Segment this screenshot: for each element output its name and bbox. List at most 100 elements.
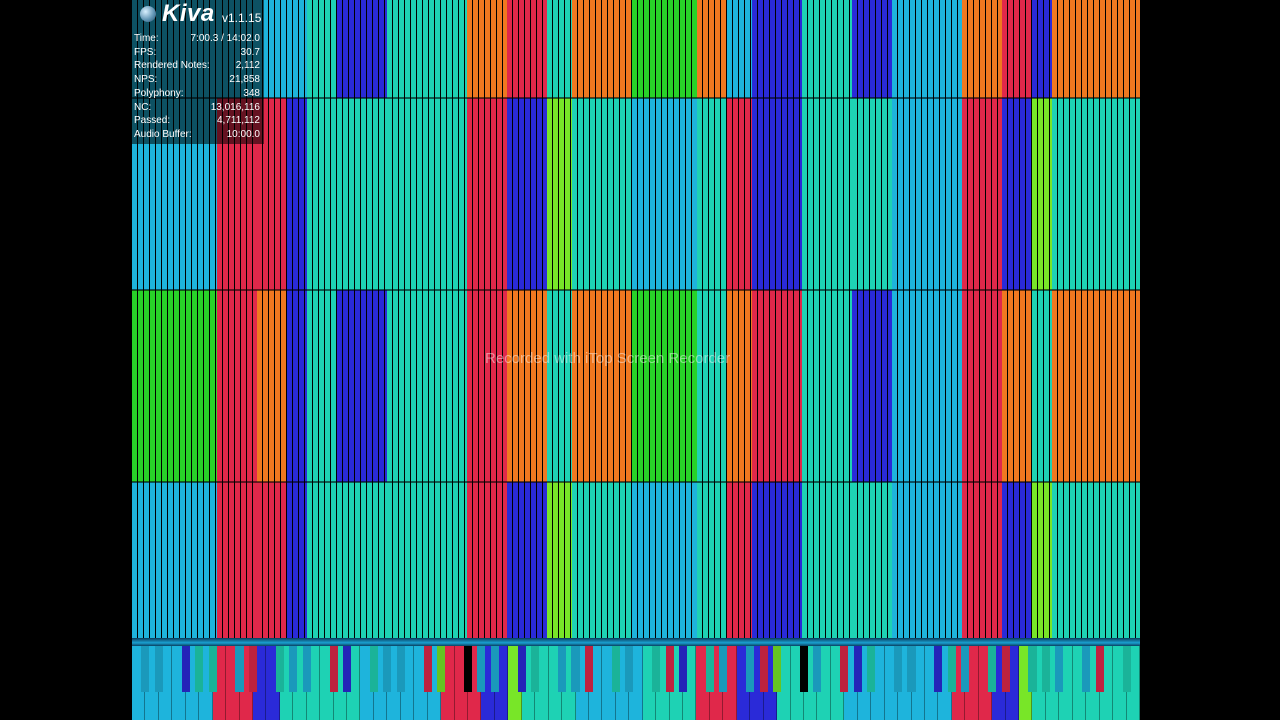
piano-black-key <box>437 646 446 692</box>
measure-line <box>132 289 1140 291</box>
app-name: Kiva <box>162 0 215 27</box>
note-block <box>507 482 547 640</box>
piano-black-key <box>396 646 405 692</box>
note-block <box>632 290 697 482</box>
note-block <box>1032 482 1052 640</box>
piano-black-key <box>652 646 661 692</box>
note-block <box>387 0 467 98</box>
note-block <box>632 98 697 290</box>
piano-black-key <box>759 646 768 692</box>
piano-black-key <box>584 646 593 692</box>
note-block <box>802 290 852 482</box>
note-block <box>387 482 467 640</box>
stat-label: Audio Buffer: <box>134 128 192 140</box>
note-block <box>307 98 337 290</box>
note-block <box>337 290 387 482</box>
note-block <box>697 482 727 640</box>
note-block <box>1002 482 1032 640</box>
piano-black-key <box>289 646 298 692</box>
piano-black-key <box>275 646 284 692</box>
note-block <box>257 290 287 482</box>
note-block <box>727 482 752 640</box>
note-block <box>752 290 802 482</box>
note-block <box>632 482 697 640</box>
piano-black-key <box>383 646 392 692</box>
note-column <box>547 0 572 640</box>
stat-row: Polyphony: 348 <box>134 87 260 101</box>
stat-row: Audio Buffer: 10:00.0 <box>134 128 260 142</box>
piano-black-key <box>477 646 486 692</box>
piano-keyboard <box>132 646 1140 720</box>
measure-line <box>132 481 1140 483</box>
note-block <box>287 482 307 640</box>
stat-label: Rendered Notes: <box>134 60 210 72</box>
note-block <box>697 290 727 482</box>
piano-black-key <box>154 646 163 692</box>
note-block <box>307 290 337 482</box>
piano-black-key <box>934 646 943 692</box>
piano-black-key <box>705 646 714 692</box>
piano-black-key <box>235 646 244 692</box>
piano-black-key <box>423 646 432 692</box>
note-block <box>852 0 892 98</box>
note-block <box>892 98 962 290</box>
stat-row: NPS: 21,858 <box>134 73 260 87</box>
piano-black-key <box>853 646 862 692</box>
piano-black-key <box>840 646 849 692</box>
piano-black-key <box>369 646 378 692</box>
note-block <box>217 290 257 482</box>
note-block <box>752 482 802 640</box>
note-block <box>1052 482 1140 640</box>
note-column <box>1032 0 1052 640</box>
note-block <box>1052 0 1140 98</box>
note-column <box>962 0 1002 640</box>
note-column <box>752 0 802 640</box>
stat-value: 7:00.3 / 14:02.0 <box>190 33 260 44</box>
stat-label: Time: <box>134 33 159 44</box>
piano-black-key <box>988 646 997 692</box>
note-column <box>467 0 507 640</box>
piano-black-key <box>625 646 634 692</box>
note-block <box>727 98 752 290</box>
stat-value: 13,016,116 <box>210 101 260 113</box>
note-column <box>697 0 727 640</box>
note-column <box>572 0 632 640</box>
piano-black-key <box>1082 646 1091 692</box>
piano-roll-canvas <box>132 0 1140 720</box>
keyboard-divider <box>132 638 1140 646</box>
note-block <box>467 0 507 98</box>
note-column <box>1052 0 1140 640</box>
piano-black-key <box>894 646 903 692</box>
stat-value: 2,112 <box>235 60 260 72</box>
note-block <box>1052 290 1140 482</box>
stat-row: Time: 7:00.3 / 14:02.0 <box>134 32 260 46</box>
app-version: v1.1.15 <box>222 11 262 25</box>
app-logo: Kiva v1.1.15 <box>134 0 264 30</box>
piano-black-key <box>961 646 970 692</box>
piano-black-key <box>1041 646 1050 692</box>
note-block <box>467 290 507 482</box>
note-block <box>892 290 962 482</box>
piano-black-key <box>719 646 728 692</box>
piano-black-key <box>343 646 352 692</box>
note-block <box>217 482 257 640</box>
stat-label: NPS: <box>134 74 158 86</box>
piano-black-key <box>1055 646 1064 692</box>
piano-black-key <box>947 646 956 692</box>
stat-row: Passed: 4,711,112 <box>134 114 260 128</box>
stat-value: 348 <box>243 87 260 99</box>
piano-black-key <box>746 646 755 692</box>
note-block <box>1032 98 1052 290</box>
note-block <box>962 290 1002 482</box>
piano-black-key <box>181 646 190 692</box>
piano-black-key <box>195 646 204 692</box>
note-block <box>892 482 962 640</box>
note-column <box>307 0 337 640</box>
note-column <box>1002 0 1032 640</box>
note-block <box>337 0 387 98</box>
note-block <box>962 98 1002 290</box>
piano-black-key <box>302 646 311 692</box>
note-block <box>852 98 892 290</box>
note-block <box>1002 290 1032 482</box>
piano-black-key <box>329 646 338 692</box>
